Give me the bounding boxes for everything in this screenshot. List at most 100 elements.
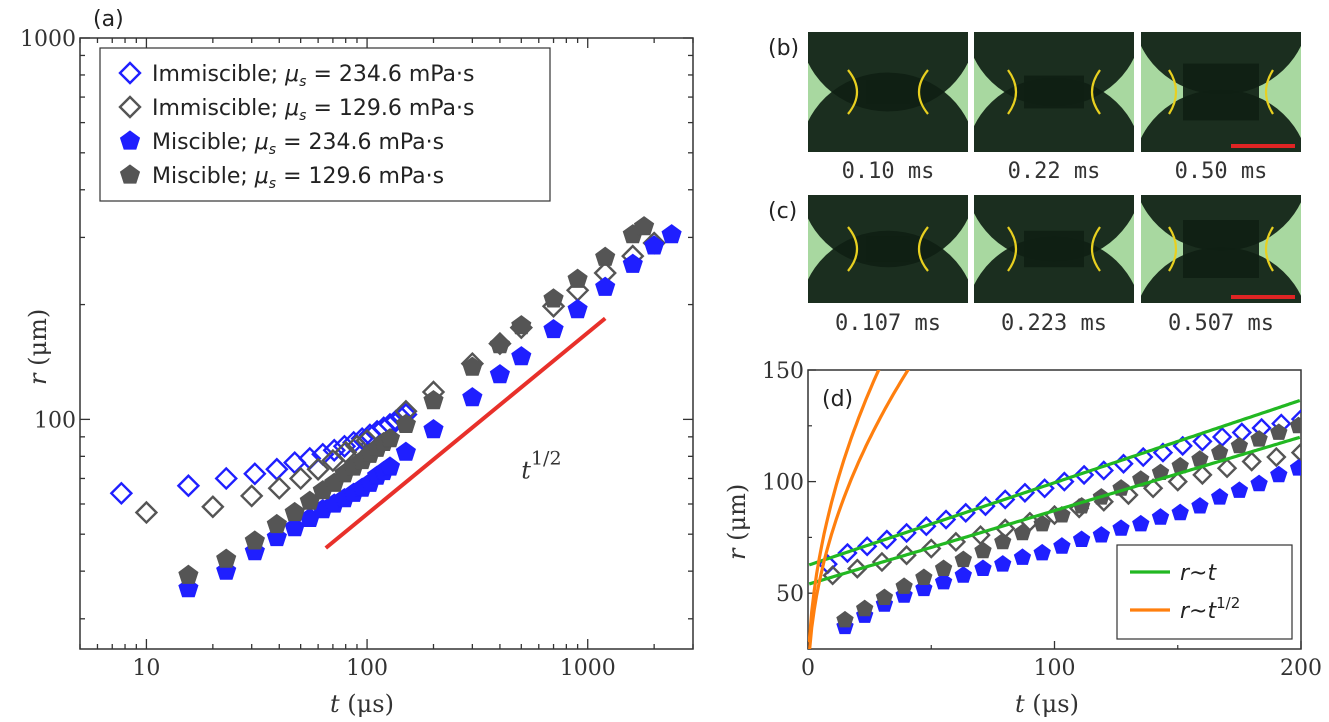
data-point xyxy=(856,599,874,617)
panel-a-x-tick-label: 10 xyxy=(132,656,160,681)
legend-symbol: μ xyxy=(284,62,299,87)
data-point xyxy=(1072,530,1091,547)
data-point xyxy=(595,246,616,266)
data-point xyxy=(511,315,532,335)
data-point xyxy=(1290,408,1301,430)
data-point xyxy=(395,413,416,433)
panel-b-label: (b) xyxy=(768,36,799,61)
data-point xyxy=(1290,442,1301,463)
data-point xyxy=(1033,514,1051,532)
panel-a-series-3 xyxy=(178,216,655,584)
data-point xyxy=(595,276,616,296)
photo-time-caption: 0.223 ms xyxy=(1001,311,1107,336)
data-point xyxy=(633,216,655,236)
data-point xyxy=(1191,497,1209,514)
data-point xyxy=(567,298,588,319)
neck-outline-left xyxy=(1007,69,1018,115)
panel-d-ylabel-symbol: r xyxy=(723,547,751,560)
data-point xyxy=(895,577,913,594)
photo-time-caption: 0.107 ms xyxy=(835,311,941,336)
neck-outline-right xyxy=(917,226,929,272)
panel-a-xlabel-unit: (μs) xyxy=(340,690,394,718)
panel-d-y-tick-label: 100 xyxy=(762,471,804,496)
data-point xyxy=(379,456,401,476)
data-point xyxy=(423,418,444,439)
data-point xyxy=(543,288,564,308)
data-point xyxy=(178,564,199,584)
panel-a-label: (a) xyxy=(93,7,124,32)
panel-a-ylabel: r (μm) xyxy=(24,309,52,385)
data-point xyxy=(1250,430,1268,447)
data-point xyxy=(1211,426,1233,448)
panel-d-legend-box xyxy=(1116,544,1293,640)
data-point xyxy=(1230,481,1249,498)
legend-prefix: Miscible; xyxy=(152,130,255,155)
panel-a-ticks: 10 100 1000 100 1000 xyxy=(20,27,694,681)
data-point xyxy=(915,568,933,585)
t-half-annotation: t1/2 xyxy=(521,447,561,484)
data-point xyxy=(1241,451,1262,472)
data-point xyxy=(954,550,972,568)
lower-droplet xyxy=(808,230,968,303)
data-point xyxy=(511,346,532,366)
neck-outline-left xyxy=(847,69,859,115)
legend-suffix: = 234.6 mPa·s xyxy=(306,62,474,87)
data-point xyxy=(379,428,401,448)
neck-outline-right xyxy=(1090,69,1101,115)
data-point xyxy=(1033,543,1051,561)
data-point xyxy=(836,610,854,628)
data-point xyxy=(134,500,159,525)
panel-d-x-tick-label: 100 xyxy=(1034,656,1076,681)
legend-suffix: = 234.6 mPa·s xyxy=(276,130,444,155)
neck-outline-right xyxy=(1264,69,1274,115)
data-point xyxy=(994,532,1012,550)
photo-c-0 xyxy=(808,195,968,303)
droplet-photo-panels: 0.10 ms 0.22 ms 0.50 ms 0.107 ms 0.223 ms 0.5… xyxy=(808,32,1301,336)
data-point xyxy=(644,235,665,255)
legend-subscript: s xyxy=(299,74,306,90)
data-point xyxy=(423,389,444,410)
linear-fit-curve xyxy=(808,398,1301,567)
data-point xyxy=(1192,431,1213,452)
panel-d-series-2 xyxy=(836,459,1301,635)
data-point xyxy=(1167,471,1188,492)
panel-d-y-tick-label: 50 xyxy=(776,582,804,607)
neck-outline-left xyxy=(847,226,859,272)
data-point xyxy=(1112,519,1130,536)
data-point xyxy=(240,484,264,508)
data-point xyxy=(266,513,287,534)
data-point xyxy=(216,548,237,568)
data-point xyxy=(543,318,564,339)
data-point xyxy=(1270,465,1288,483)
liquid-bridge xyxy=(1024,230,1084,268)
data-point xyxy=(1013,523,1032,541)
photo-c-2 xyxy=(1141,195,1301,303)
data-point xyxy=(350,426,374,451)
data-point xyxy=(462,356,483,376)
data-point xyxy=(934,572,953,590)
data-point xyxy=(822,565,843,586)
panel-d-x-tick-label: 200 xyxy=(1280,656,1322,681)
panel-d-fit-curves xyxy=(808,370,1301,649)
data-point xyxy=(847,558,868,579)
panel-d-x-tick-label: 0 xyxy=(801,656,815,681)
data-point xyxy=(214,466,238,491)
legend-subscript: s xyxy=(299,108,306,124)
legend-marker xyxy=(118,95,142,119)
upper-droplet xyxy=(1141,32,1301,95)
fit-legend-exponent: 1/2 xyxy=(1216,594,1240,612)
photo-time-caption: 0.10 ms xyxy=(842,159,935,184)
panel-d-ticks: 0 100 200 50 100 150 xyxy=(762,359,1322,681)
panel-c-label: (c) xyxy=(768,199,797,224)
data-point xyxy=(1231,422,1253,443)
panel-a-legend-box xyxy=(99,47,551,202)
data-point xyxy=(1289,459,1301,476)
data-point xyxy=(489,364,510,384)
legend-entry: Immiscible; μs = 129.6 mPa·s xyxy=(152,96,475,124)
data-point xyxy=(1171,503,1189,521)
fit-legend-entry: r~t xyxy=(1180,561,1217,586)
data-point xyxy=(1211,488,1229,505)
legend-entry: Miscible; μs = 129.6 mPa·s xyxy=(152,164,444,192)
